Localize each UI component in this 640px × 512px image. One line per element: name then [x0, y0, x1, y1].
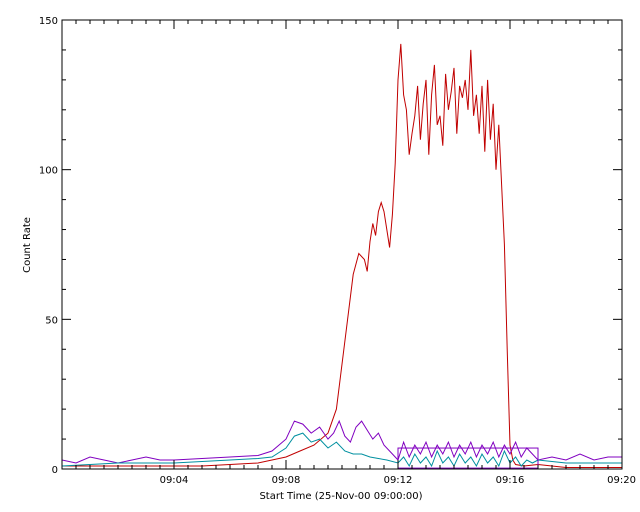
x-tick-label: 09:04 — [160, 475, 189, 486]
x-tick-label: 09:16 — [496, 475, 525, 486]
y-tick-label: 50 — [45, 315, 58, 326]
x-tick-label: 09:12 — [384, 475, 413, 486]
axis-layer: 09:04 09:08 09:12 09:16 09:20 0 50 100 150 — [39, 16, 636, 486]
series-line-1 — [62, 43, 622, 468]
series-line-3 — [61, 432, 622, 468]
y-tick-label: 150 — [39, 16, 58, 27]
y-tick-label: 0 — [52, 465, 58, 476]
x-tick-label: 09:08 — [272, 475, 301, 486]
series-layer — [61, 43, 622, 468]
x-tick-label: 09:20 — [607, 475, 636, 486]
y-tick-label: 100 — [39, 166, 58, 177]
x-axis-label: Start Time (25-Nov-00 09:00:00) — [259, 491, 422, 502]
y-axis-label: Count Rate — [22, 217, 33, 273]
series-line-2 — [61, 419, 622, 464]
